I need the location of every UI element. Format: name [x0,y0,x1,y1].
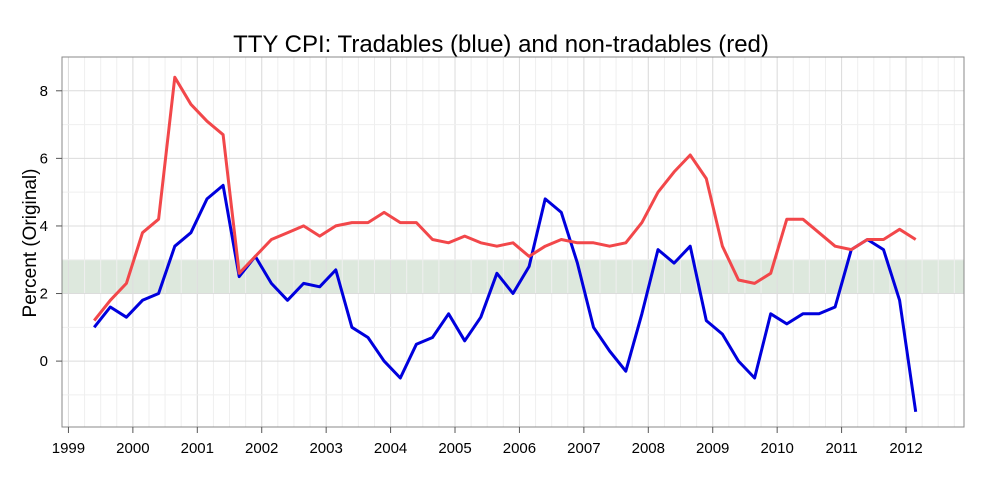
x-tick-label: 2008 [632,440,665,457]
y-tick-label: 4 [40,218,48,235]
y-tick-label: 2 [40,286,48,303]
x-tick-label: 2001 [181,440,214,457]
y-axis-label: Percent (Original) [20,169,41,318]
chart-title: TTY CPI: Tradables (blue) and non-tradab… [233,31,769,58]
target-band [62,259,964,294]
x-tick-label: 2006 [503,440,536,457]
y-tick-label: 6 [40,150,48,167]
target-band-layer [62,259,964,294]
plot-frame [61,56,965,428]
series-line-1 [93,75,917,322]
x-tick-label: 1999 [52,440,85,457]
y-tick-label: 0 [40,353,48,370]
x-tick-label: 2002 [245,440,278,457]
x-tick-label: 2009 [696,440,729,457]
series-line-0 [93,183,918,413]
axis-layer: 0 2 4 6 8 1999 2000 2001 2002 2003 2004 2005 2006 200… [40,83,923,457]
x-tick-label: 2000 [116,440,149,457]
x-tick-label: 2004 [374,440,407,457]
x-tick-label: 2011 [825,440,857,457]
y-tick-label: 8 [40,83,48,100]
series-layer [93,75,918,413]
x-tick-label: 2012 [889,440,922,457]
x-tick-label: 2003 [309,440,342,457]
x-tick-label: 2005 [438,440,471,457]
x-tick-label: 2010 [760,440,793,457]
x-tick-label: 2007 [567,440,600,457]
